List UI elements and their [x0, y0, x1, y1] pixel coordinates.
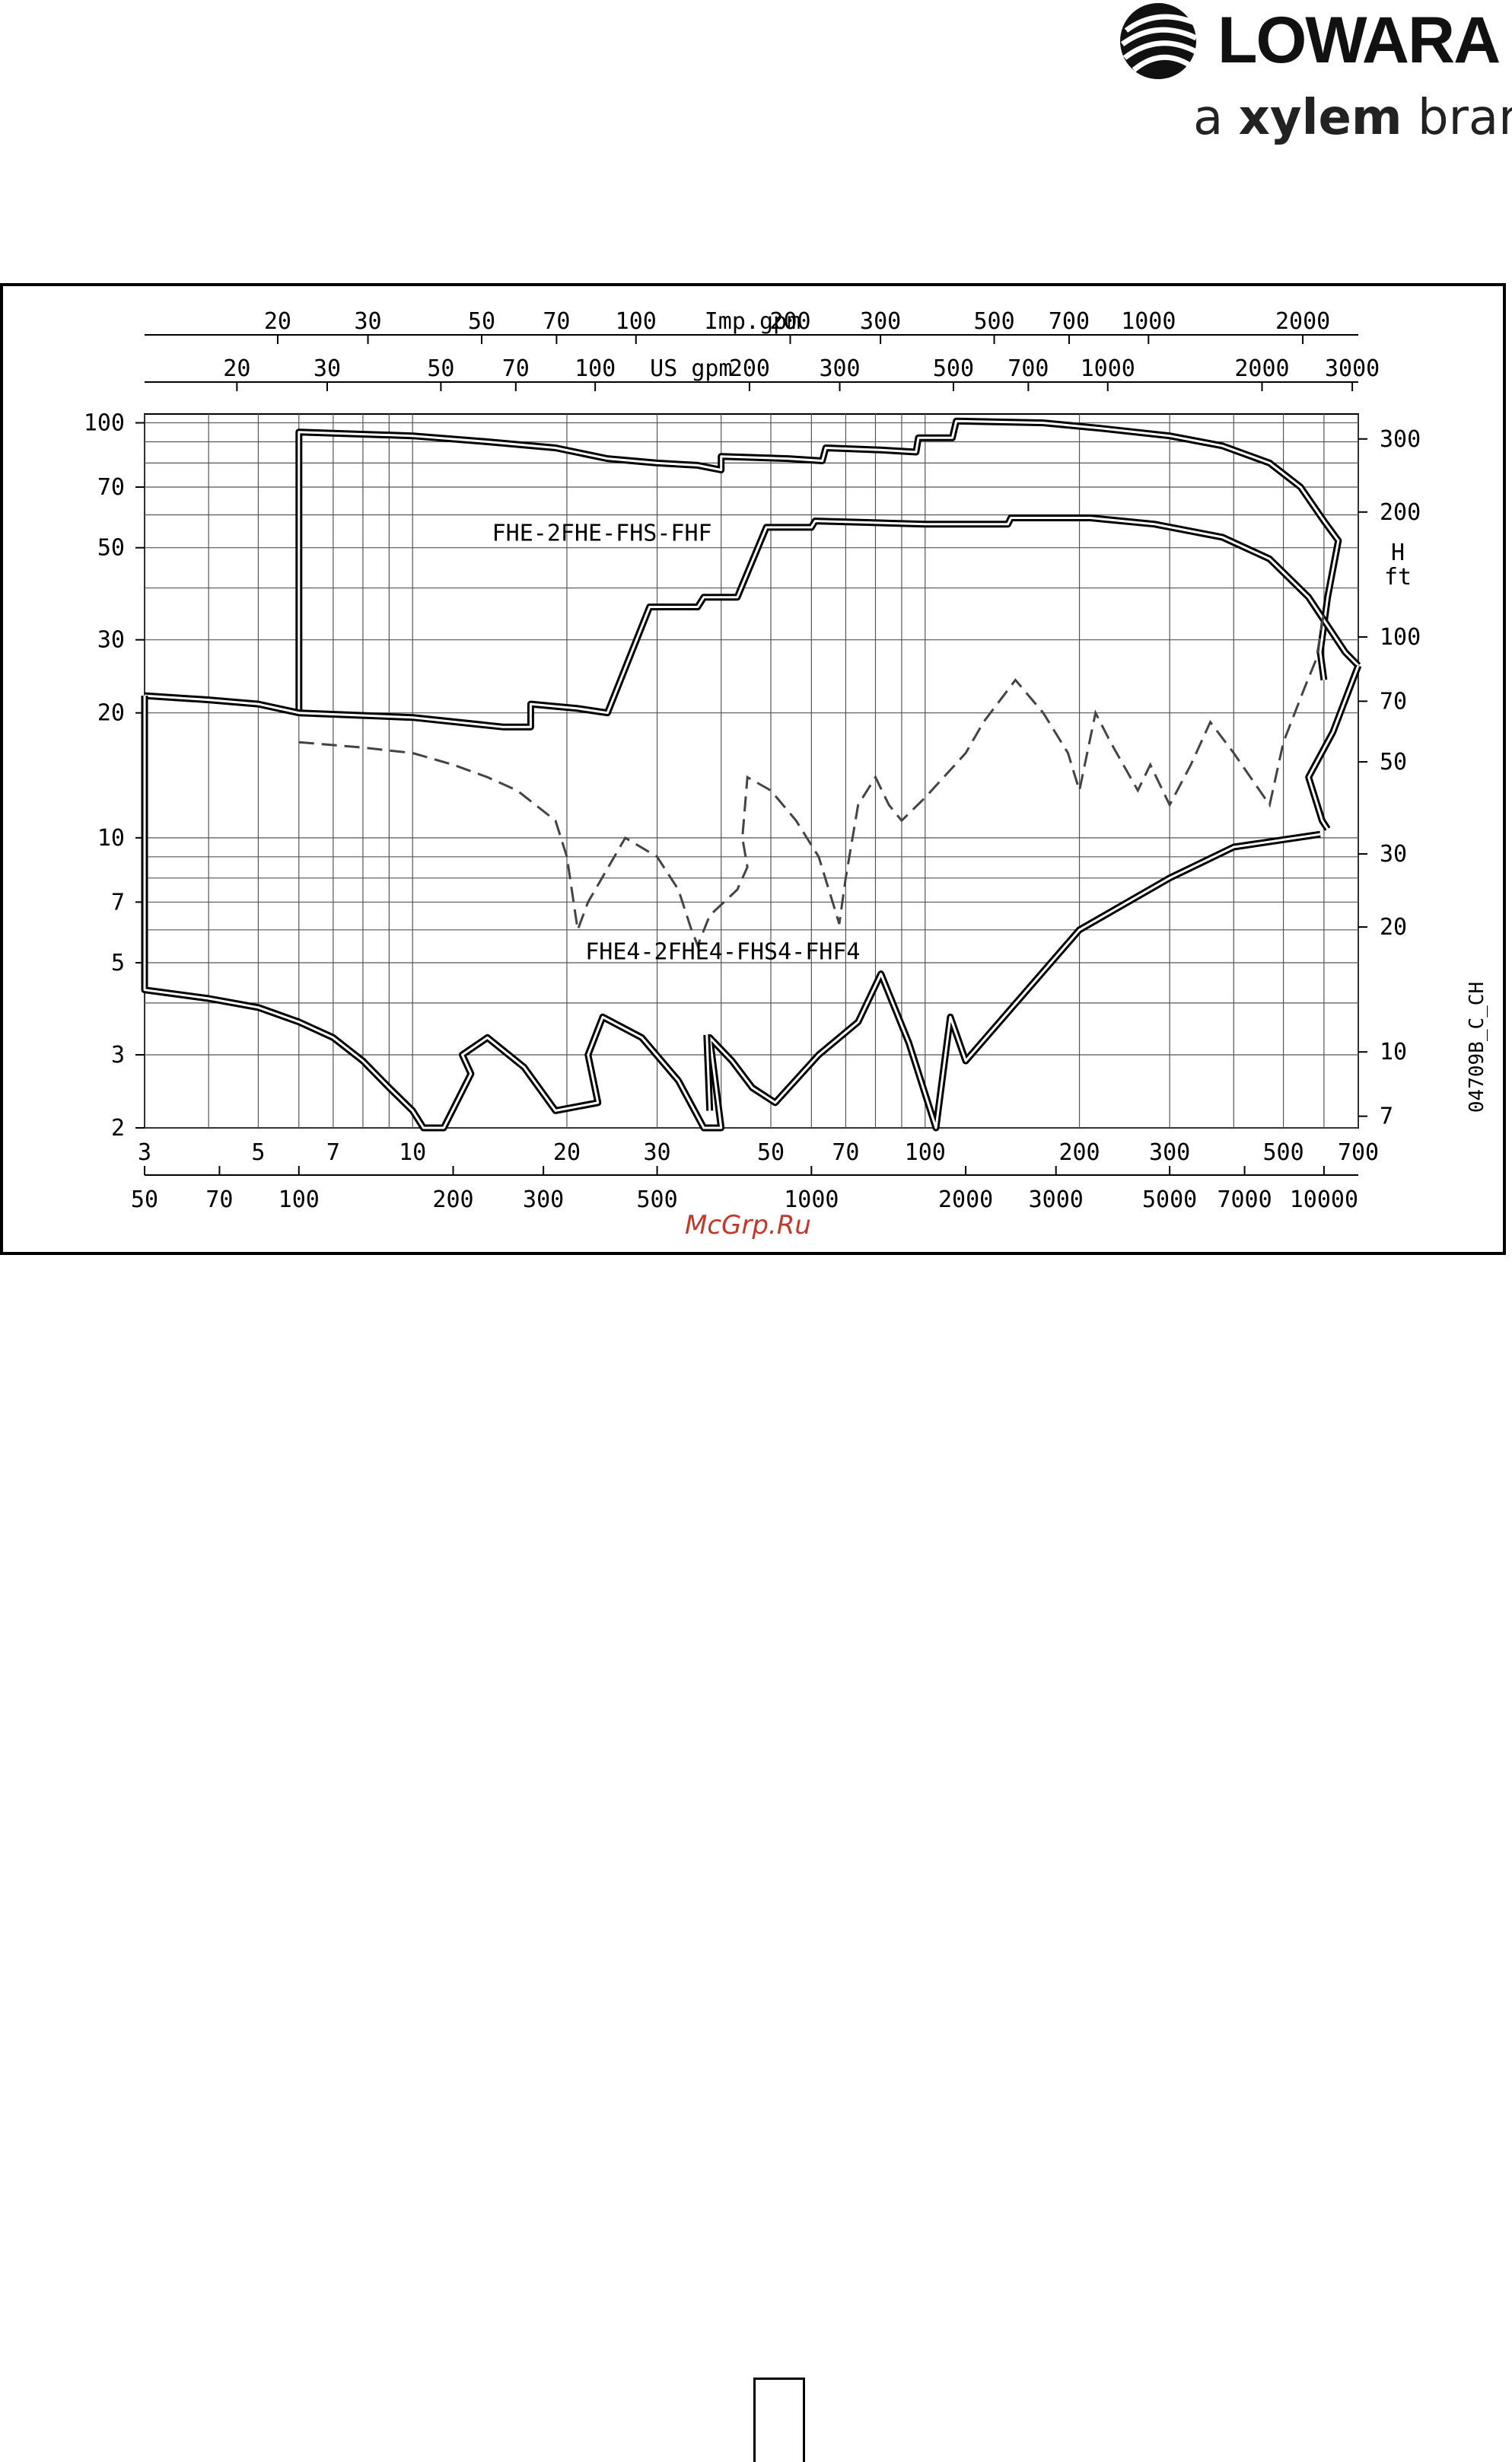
- x-bottom-inner-tick-label: 700: [1338, 1139, 1379, 1166]
- x-top-imp-tick-label: 300: [860, 308, 901, 335]
- series-fhe-upper-curve-outer: [295, 417, 1342, 713]
- y-left-tick-label: 50: [97, 535, 125, 562]
- x-top-imp-tick-label: 700: [1049, 308, 1090, 335]
- x-top-imp-axis-label: Imp.gpm: [705, 308, 801, 335]
- x-top-us-tick-label: 30: [314, 355, 341, 382]
- x-top-us-tick-label: 3000: [1325, 355, 1380, 382]
- series-fhe-lower-curve-outer: [144, 514, 1361, 731]
- x-bottom-inner-tick-label: 50: [757, 1139, 785, 1166]
- x-bottom-outer-tick-label: 1000: [784, 1186, 839, 1213]
- x-bottom-inner-tick-label: 30: [644, 1139, 671, 1166]
- x-top-imp-tick-label: 30: [354, 308, 381, 335]
- y-left-tick-label: 100: [84, 410, 125, 437]
- brand-logo: LOWARA a xylem brand: [1111, 0, 1512, 160]
- x-bottom-inner-tick-label: 5: [251, 1139, 265, 1166]
- x-bottom-outer-tick-label: 3000: [1029, 1186, 1084, 1213]
- y-right-tick-label: 20: [1380, 914, 1407, 941]
- x-bottom-outer-tick-label: 100: [279, 1186, 320, 1213]
- x-bottom-outer-tick-label: 300: [523, 1186, 564, 1213]
- y-right-tick-label: 50: [1380, 749, 1407, 776]
- y-right-tick-label: 70: [1380, 688, 1407, 715]
- x-top-imp-tick-label: 1000: [1121, 308, 1176, 335]
- x-top-imp-tick-label: 20: [264, 308, 291, 335]
- x-bottom-inner-tick-label: 70: [832, 1139, 859, 1166]
- y-left-tick-label: 7: [111, 889, 125, 916]
- x-top-us-tick-label: 300: [819, 355, 860, 382]
- x-top-imp-tick-label: 50: [468, 308, 495, 335]
- y-left-tick-label: 20: [97, 700, 125, 727]
- y-right-axis-label-unit: ft: [1384, 564, 1412, 591]
- y-left-tick-label: 2: [111, 1115, 125, 1142]
- x-top-imp-tick-label: 2000: [1275, 308, 1330, 335]
- x-bottom-outer-tick-label: 70: [205, 1186, 233, 1213]
- series-dashed-curve: [298, 611, 1326, 949]
- plot-area: [144, 413, 1359, 1129]
- x-top-imp-tick-label: 200: [769, 308, 810, 335]
- x-bottom-outer-tick-label: 50: [131, 1186, 158, 1213]
- y-right-axis-label-h: H: [1391, 540, 1405, 566]
- x-bottom-outer-tick-label: 200: [432, 1186, 473, 1213]
- series-label-fhe4: FHE4-2FHE4-FHS4-FHF4: [585, 938, 860, 965]
- x-top-us-tick-label: 2000: [1234, 355, 1289, 382]
- x-bottom-outer-tick-label: 7000: [1217, 1186, 1272, 1213]
- x-bottom-inner-tick-label: 7: [326, 1139, 340, 1166]
- brand-tagline: a xylem brand: [1193, 90, 1512, 146]
- y-right-tick-label: 200: [1380, 499, 1421, 526]
- series-fhe4-notch-inner: [705, 1034, 711, 1111]
- x-top-us-axis-label: US gpm: [650, 355, 732, 382]
- series-label-fhe: FHE-2FHE-FHS-FHF: [492, 520, 712, 546]
- x-top-us-tick-label: 500: [933, 355, 974, 382]
- x-top-imp-tick-label: 500: [973, 308, 1014, 335]
- x-top-us-tick-label: 70: [502, 355, 530, 382]
- x-bottom-inner-tick-label: 20: [553, 1139, 581, 1166]
- x-bottom-outer-tick-label: 2000: [938, 1186, 993, 1213]
- y-right-tick-label: 300: [1380, 426, 1421, 453]
- pump-performance-chart: 2357102030507010071020305070100200300Hft…: [84, 308, 1488, 1213]
- y-left-tick-label: 70: [97, 474, 125, 501]
- series-fhe-right-curve-inner: [1307, 665, 1360, 830]
- y-left-tick-label: 10: [97, 825, 125, 852]
- x-top-imp-tick-label: 100: [616, 308, 657, 335]
- x-top-us-tick-label: 700: [1007, 355, 1049, 382]
- x-bottom-outer-tick-label: 500: [636, 1186, 677, 1213]
- series-fhe-upper-curve-inner: [298, 419, 1340, 713]
- x-bottom-outer-tick-label: 5000: [1142, 1186, 1197, 1213]
- x-bottom-inner-tick-label: 3: [138, 1139, 151, 1166]
- page-number-box: [753, 2378, 805, 2462]
- x-bottom-outer-tick-label: 10000: [1290, 1186, 1358, 1213]
- watermark: McGrp.Ru: [685, 1210, 811, 1241]
- y-left-tick-label: 3: [111, 1042, 125, 1069]
- y-right-tick-label: 10: [1380, 1039, 1407, 1065]
- x-bottom-inner-tick-label: 500: [1262, 1139, 1304, 1166]
- x-top-us-tick-label: 50: [427, 355, 454, 382]
- x-bottom-inner-tick-label: 200: [1058, 1139, 1100, 1166]
- x-bottom-inner-tick-label: 10: [399, 1139, 426, 1166]
- x-top-us-tick-label: 100: [575, 355, 616, 382]
- y-right-tick-label: 100: [1380, 624, 1421, 651]
- y-right-tick-label: 7: [1380, 1104, 1393, 1130]
- x-top-us-tick-label: 200: [729, 355, 770, 382]
- chart-code-label: 04709B_C_CH: [1466, 982, 1488, 1113]
- series-fhe4-curve-inner: [143, 696, 1321, 1129]
- lowara-swirl-icon: [1120, 3, 1198, 79]
- x-bottom-inner-tick-label: 100: [905, 1139, 946, 1166]
- x-top-us-tick-label: 20: [223, 355, 250, 382]
- x-top-imp-tick-label: 70: [543, 308, 570, 335]
- y-right-tick-label: 30: [1380, 841, 1407, 868]
- y-left-tick-label: 30: [97, 627, 125, 654]
- x-top-us-tick-label: 1000: [1081, 355, 1135, 382]
- brand-name: LOWARA: [1218, 4, 1501, 77]
- x-bottom-inner-tick-label: 300: [1149, 1139, 1190, 1166]
- series-fhe-lower-curve-inner: [144, 517, 1360, 728]
- y-left-tick-label: 5: [111, 950, 125, 976]
